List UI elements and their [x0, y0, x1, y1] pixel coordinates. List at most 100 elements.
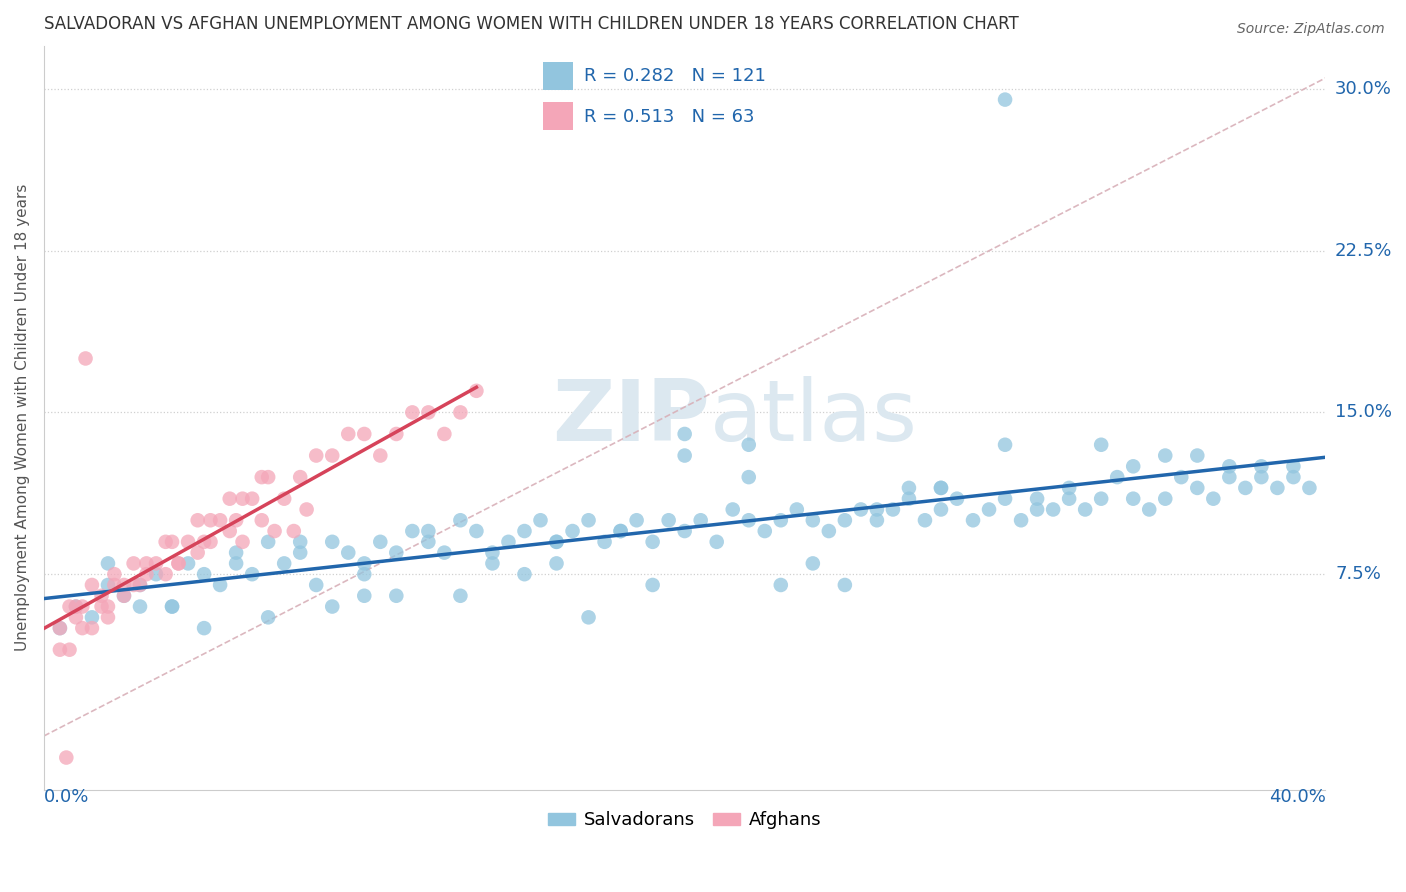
Point: [305, 449, 328, 463]
Text: R = 0.282   N = 121: R = 0.282 N = 121: [585, 67, 766, 85]
Point: [1187, 449, 1209, 463]
Point: [593, 534, 616, 549]
Point: [401, 524, 423, 538]
Point: [994, 93, 1017, 107]
Point: [49, 642, 72, 657]
Point: [290, 534, 312, 549]
Point: [866, 502, 889, 516]
Point: [97, 599, 120, 614]
Point: [225, 546, 247, 560]
Text: 15.0%: 15.0%: [1336, 403, 1392, 421]
Point: [994, 491, 1017, 506]
Point: [1137, 502, 1160, 516]
Point: [193, 621, 215, 635]
Point: [337, 546, 360, 560]
Point: [1154, 449, 1177, 463]
Point: [103, 567, 125, 582]
Point: [72, 599, 94, 614]
Point: [209, 513, 232, 527]
Point: [295, 502, 318, 516]
Point: [1218, 470, 1240, 484]
Point: [1122, 459, 1144, 474]
Point: [561, 524, 583, 538]
Point: [97, 578, 120, 592]
Point: [273, 557, 295, 571]
Point: [498, 534, 520, 549]
Point: [1026, 502, 1049, 516]
Point: [155, 567, 177, 582]
Point: [641, 534, 664, 549]
Point: [187, 513, 209, 527]
Point: [112, 589, 135, 603]
Point: [177, 557, 200, 571]
Point: [849, 502, 872, 516]
Point: [673, 524, 696, 538]
Point: [465, 384, 488, 398]
Point: [273, 491, 295, 506]
Point: [769, 513, 792, 527]
Point: [385, 546, 408, 560]
Point: [209, 578, 232, 592]
Point: [546, 557, 568, 571]
Point: [418, 534, 440, 549]
Point: [122, 557, 145, 571]
Point: [72, 621, 94, 635]
Point: [433, 546, 456, 560]
Point: [353, 427, 375, 442]
Text: 0.0%: 0.0%: [44, 788, 89, 805]
Text: 22.5%: 22.5%: [1336, 242, 1392, 260]
Point: [1074, 502, 1097, 516]
Point: [385, 427, 408, 442]
Point: [80, 578, 103, 592]
Text: SALVADORAN VS AFGHAN UNEMPLOYMENT AMONG WOMEN WITH CHILDREN UNDER 18 YEARS CORRE: SALVADORAN VS AFGHAN UNEMPLOYMENT AMONG …: [44, 15, 1018, 33]
Point: [449, 589, 471, 603]
Point: [368, 534, 391, 549]
Point: [1122, 491, 1144, 506]
Point: [167, 557, 190, 571]
Point: [231, 491, 253, 506]
Point: [897, 491, 920, 506]
Point: [80, 621, 103, 635]
Bar: [543, 102, 572, 130]
Point: [706, 534, 728, 549]
Text: 7.5%: 7.5%: [1336, 566, 1381, 583]
Point: [449, 513, 471, 527]
Bar: [543, 62, 572, 90]
Point: [1042, 502, 1064, 516]
Text: Source: ZipAtlas.com: Source: ZipAtlas.com: [1237, 22, 1385, 37]
Point: [1154, 491, 1177, 506]
Point: [1057, 491, 1080, 506]
Point: [449, 405, 471, 419]
Point: [1010, 513, 1032, 527]
Point: [80, 610, 103, 624]
Point: [754, 524, 776, 538]
Point: [103, 578, 125, 592]
Point: [187, 546, 209, 560]
Point: [546, 534, 568, 549]
Legend: Salvadorans, Afghans: Salvadorans, Afghans: [540, 805, 830, 837]
Point: [321, 449, 343, 463]
Point: [225, 557, 247, 571]
Point: [481, 557, 503, 571]
Point: [122, 578, 145, 592]
Point: [546, 534, 568, 549]
Point: [578, 610, 600, 624]
Point: [818, 524, 841, 538]
Point: [135, 557, 157, 571]
Point: [321, 534, 343, 549]
Point: [353, 589, 375, 603]
Point: [1090, 491, 1112, 506]
Point: [866, 513, 889, 527]
Y-axis label: Unemployment Among Women with Children Under 18 years: Unemployment Among Women with Children U…: [15, 184, 30, 651]
Point: [90, 589, 112, 603]
Point: [353, 557, 375, 571]
Point: [418, 524, 440, 538]
Point: [65, 599, 87, 614]
Point: [721, 502, 744, 516]
Point: [250, 470, 273, 484]
Point: [1107, 470, 1129, 484]
Point: [145, 557, 167, 571]
Point: [1202, 491, 1225, 506]
Point: [834, 513, 856, 527]
Point: [290, 546, 312, 560]
